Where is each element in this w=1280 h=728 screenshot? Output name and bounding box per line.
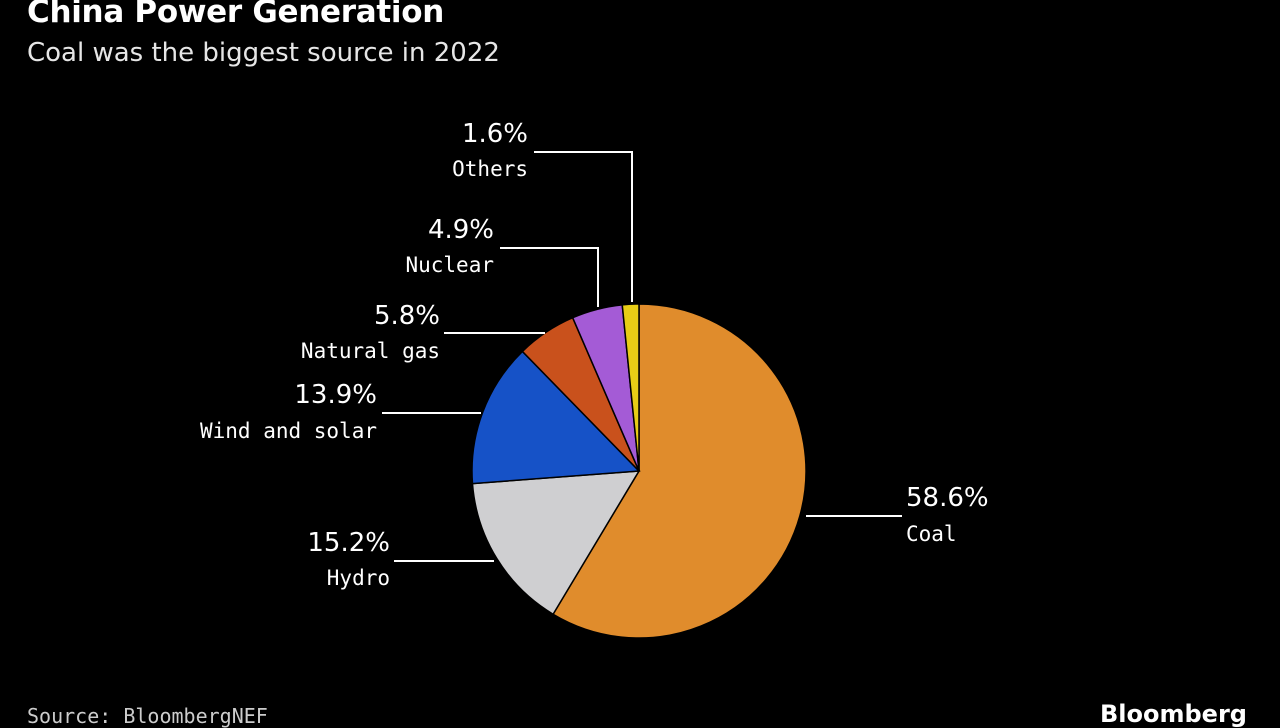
bloomberg-logo: Bloomberg [1100,700,1247,728]
slice-value-nuclear: 4.9% [428,215,494,245]
leader-line-nuclear [500,247,599,307]
pie-slice-wind-and-solar [471,350,641,485]
slice-labels: 58.6% Coal 15.2% Hydro 13.9% Wind and solar 5.… [200,119,989,590]
slice-value-hydro: 15.2% [307,528,390,558]
pie-slice-hydro [471,470,641,616]
slice-value-others: 1.6% [462,119,528,149]
slice-value-wind-and-solar: 13.9% [294,380,377,410]
slice-label-coal: Coal [906,522,957,546]
source-note: Source: BloombergNEF [27,704,268,728]
slice-label-natural-gas: Natural gas [301,339,440,363]
pie-slice-coal [552,303,807,639]
pie-slices [471,303,807,639]
chart-title: China Power Generation [27,0,444,30]
slice-value-natural-gas: 5.8% [374,301,440,331]
chart-subtitle: Coal was the biggest source in 2022 [27,38,500,68]
slice-label-hydro: Hydro [327,566,390,590]
slice-label-others: Others [452,157,528,181]
pie-slice-others [621,303,640,472]
label-leader-lines [382,151,902,562]
slice-value-coal: 58.6% [906,483,989,513]
slice-label-nuclear: Nuclear [405,253,494,277]
slice-label-wind-and-solar: Wind and solar [200,419,377,443]
leader-line-others [534,151,633,302]
